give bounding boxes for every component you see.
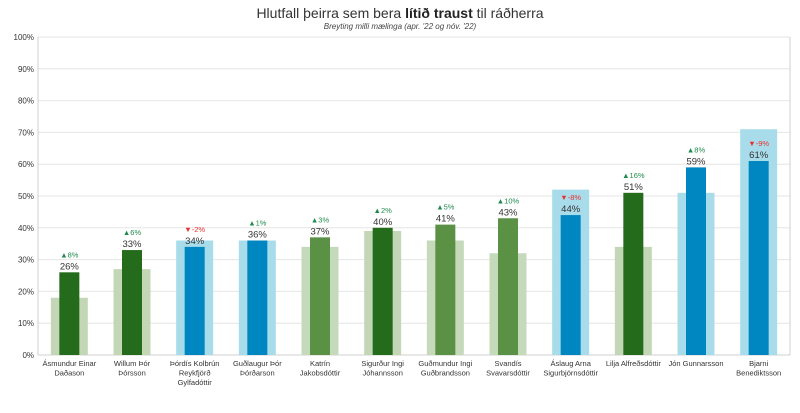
change-label: ▲8% <box>60 250 79 259</box>
y-tick-label: 50% <box>18 192 34 201</box>
chart-title-post: til ráðherra <box>472 5 544 21</box>
change-label: ▼-9% <box>748 139 769 148</box>
x-tick-label: Bjarni Benediktsson <box>736 359 781 378</box>
change-label: ▲8% <box>687 145 706 154</box>
x-tick-label: Sigurður Ingi Jóhannsson <box>361 359 404 378</box>
bar-current <box>498 218 518 355</box>
data-label: 40% <box>373 217 393 228</box>
change-label: ▼-2% <box>184 225 205 234</box>
data-label: 37% <box>310 226 330 237</box>
y-tick-label: 60% <box>18 160 34 169</box>
data-label: 34% <box>185 236 205 247</box>
bar-current <box>59 272 80 355</box>
x-tick-label: Þórdís Kolbrún Reykfjörð Gylfadóttir <box>170 359 220 387</box>
chart-subtitle: Breyting milli mælinga (apr. '22 og nóv.… <box>323 22 477 31</box>
y-tick-label: 100% <box>14 33 34 42</box>
chart-title-bold: lítið traust <box>405 5 473 21</box>
data-label: 61% <box>749 150 769 161</box>
data-label: 33% <box>122 239 142 250</box>
data-label: 26% <box>60 261 80 272</box>
x-tick-label: Guðlaugur Þór Þórðarson <box>233 359 282 378</box>
x-tick-label: Ásmundur Einar Daðason <box>42 359 96 378</box>
data-label: 51% <box>624 182 644 193</box>
bar-current <box>435 224 456 355</box>
x-tick-label: Jón Gunnarsson <box>668 359 723 368</box>
change-label: ▲16% <box>622 171 645 180</box>
bar-current <box>623 192 644 355</box>
change-label: ▲2% <box>374 206 393 215</box>
data-label: 36% <box>248 230 268 241</box>
y-tick-label: 20% <box>18 287 34 296</box>
change-label: ▲10% <box>497 196 520 205</box>
change-label: ▲5% <box>436 203 455 212</box>
x-tick-label: Svandís Svavarsdóttir <box>486 359 530 378</box>
y-tick-label: 10% <box>18 319 34 328</box>
x-tick-label: Willum Þór Þórsson <box>114 359 151 378</box>
y-tick-label: 80% <box>18 97 34 106</box>
bar-current <box>122 250 142 355</box>
y-tick-label: 70% <box>18 128 34 137</box>
change-label: ▲3% <box>311 215 330 224</box>
x-tick-label: Lilja Alfreðsdóttir <box>606 359 662 368</box>
bar-current <box>372 227 393 355</box>
data-label: 44% <box>561 204 581 215</box>
change-label: ▼-8% <box>560 193 581 202</box>
y-tick-label: 30% <box>18 256 34 265</box>
x-tick-label: Guðmundur Ingi Guðbrandsson <box>418 359 472 378</box>
chart-title: Hlutfall þeirra sem bera lítið traust ti… <box>0 5 800 21</box>
change-label: ▲6% <box>123 228 142 237</box>
bar-current <box>184 246 205 355</box>
bar-current <box>748 161 769 355</box>
chart-title-pre: Hlutfall þeirra sem bera <box>256 5 406 21</box>
bar-current <box>310 237 330 355</box>
bar-current <box>247 240 268 355</box>
y-tick-label: 0% <box>22 351 34 360</box>
data-label: 43% <box>498 207 518 218</box>
x-tick-label: Áslaug Arna Sigurbjörnsdóttir <box>543 359 598 378</box>
change-label: ▲1% <box>248 219 267 228</box>
x-tick-label: Katrín Jakobsdóttir <box>300 359 341 378</box>
data-label: 59% <box>686 156 706 167</box>
data-label: 41% <box>436 214 456 225</box>
y-tick-label: 40% <box>18 224 34 233</box>
y-tick-label: 90% <box>18 65 34 74</box>
bar-current <box>560 215 581 355</box>
bar-current <box>686 167 706 355</box>
